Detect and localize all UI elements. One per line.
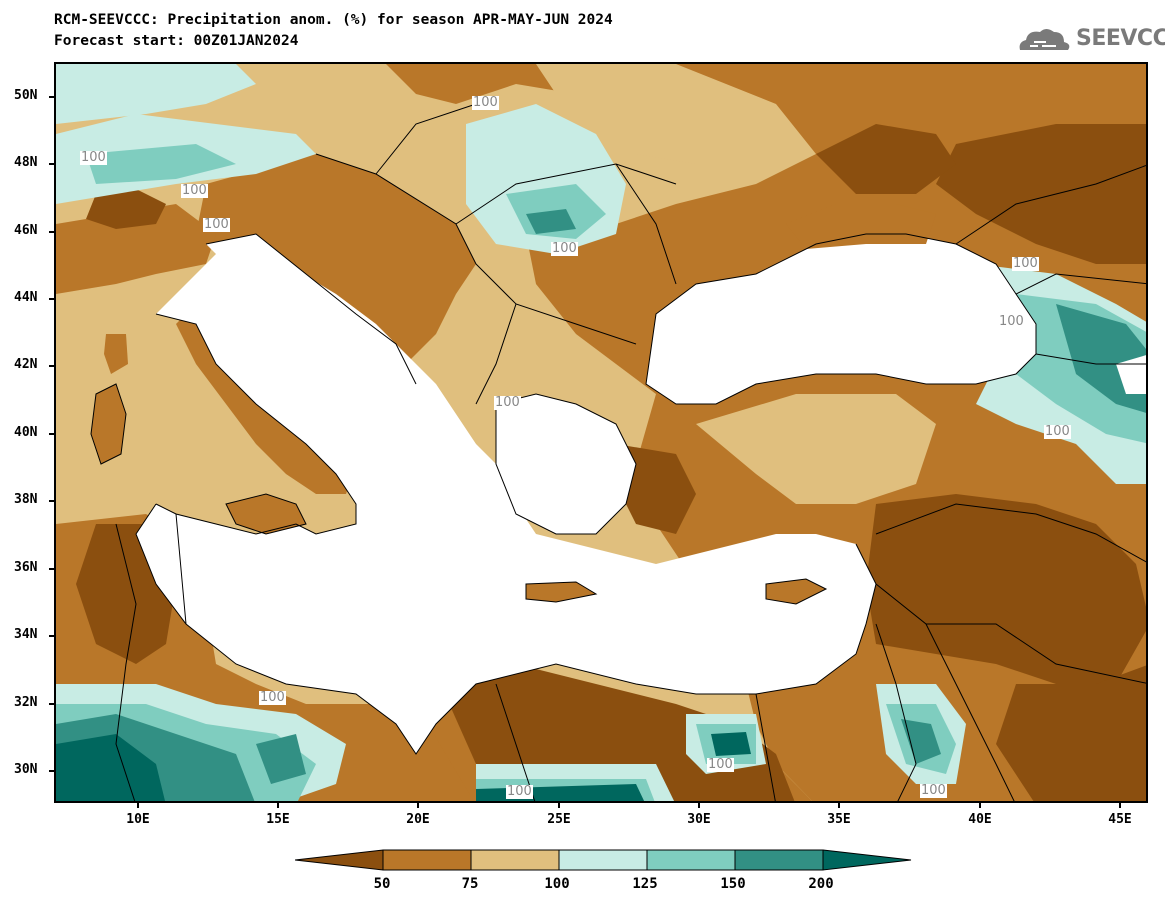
contour-label-100: 100 [80, 150, 107, 165]
legend-swatch [382, 849, 472, 871]
precip-anomaly-map [56, 64, 1146, 801]
lat-label-50n: 50N [14, 88, 38, 103]
wet-region-north-poland [56, 64, 256, 124]
lon-tick [137, 803, 139, 808]
dry-region-france [56, 204, 216, 294]
legend-swatch [558, 849, 648, 871]
lon-label-45e: 45E [1108, 812, 1132, 827]
aegean-sea [496, 394, 636, 534]
contour-label-100: 100 [1012, 256, 1039, 271]
lon-label-25e: 25E [547, 812, 571, 827]
lat-label-46n: 46N [14, 223, 38, 238]
extreme-wet-region-cairo [711, 732, 751, 756]
legend-label-50: 50 [373, 876, 391, 892]
very-dry-region-alps [86, 189, 166, 229]
map-canvas [54, 62, 1148, 803]
cloud-logo-icon [1019, 29, 1070, 50]
adriatic-sea [206, 234, 416, 394]
lon-label-20e: 20E [406, 812, 430, 827]
contour-label-100: 100 [203, 217, 230, 232]
lat-tick [49, 163, 54, 165]
very-dry-region-ukraine [816, 124, 956, 194]
contour-label-100: 100 [506, 784, 533, 799]
lat-tick [49, 298, 54, 300]
crimea [786, 204, 936, 249]
lat-tick [49, 231, 54, 233]
contour-label-100: 100 [707, 757, 734, 772]
lat-label-44n: 44N [14, 290, 38, 305]
lon-tick [277, 803, 279, 808]
lat-label-42n: 42N [14, 357, 38, 372]
lon-tick [1119, 803, 1121, 808]
legend-swatch [470, 849, 560, 871]
mediterranean-sea [136, 244, 876, 754]
contour-label-100: 100 [920, 783, 947, 798]
forecast-start-label: Forecast start: 00Z01JAN2024 [54, 33, 299, 49]
lat-label-40n: 40N [14, 425, 38, 440]
contour-label-100: 100 [998, 314, 1025, 329]
lat-tick [49, 635, 54, 637]
very-dry-region-syria [866, 494, 1146, 684]
near-normal-turkey [696, 394, 936, 504]
dry-region-balkans [196, 154, 476, 414]
lon-label-30e: 30E [687, 812, 711, 827]
lat-tick [49, 703, 54, 705]
very-wet-region-jordan [901, 719, 941, 764]
borders [90, 103, 1146, 801]
lat-label-34n: 34N [14, 627, 38, 642]
legend-swatch [822, 849, 912, 871]
lon-tick [558, 803, 560, 808]
legend-label-75: 75 [461, 876, 479, 892]
legend-colorbar [295, 849, 912, 871]
lat-label-32n: 32N [14, 695, 38, 710]
lat-tick [49, 568, 54, 570]
lat-tick [49, 96, 54, 98]
contour-label-100: 100 [259, 690, 286, 705]
lat-label-38n: 38N [14, 492, 38, 507]
cyprus [766, 579, 826, 604]
lon-tick [417, 803, 419, 808]
caspian-sea [1116, 355, 1146, 394]
legend-label-125: 125 [632, 876, 658, 892]
lat-tick [49, 365, 54, 367]
legend-label-200: 200 [808, 876, 834, 892]
lat-label-36n: 36N [14, 560, 38, 575]
very-dry-region-turkey-west [616, 444, 696, 534]
very-dry-region-south-russia [936, 124, 1146, 264]
lat-tick [49, 433, 54, 435]
very-wet-region-tripoli [256, 734, 306, 784]
legend-swatch [646, 849, 736, 871]
lon-tick [698, 803, 700, 808]
legend-label-100: 100 [544, 876, 570, 892]
contour-label-100: 100 [472, 95, 499, 110]
lat-tick [49, 500, 54, 502]
very-dry-region-iraq [996, 665, 1146, 801]
lat-label-30n: 30N [14, 762, 38, 777]
map-title: RCM-SEEVCCC: Precipitation anom. (%) for… [54, 12, 613, 28]
extreme-wet-region-libya [56, 734, 166, 801]
legend-swatch [295, 849, 384, 871]
wetter-region-alps [86, 144, 236, 184]
contour-label-100: 100 [494, 395, 521, 410]
very-wet-region-romania [526, 209, 576, 234]
near-normal-north [536, 64, 756, 174]
lon-label-40e: 40E [968, 812, 992, 827]
contour-label-100: 100 [551, 241, 578, 256]
contour-label-100: 100 [181, 183, 208, 198]
seevccc-logo-text: SEEVCCC [1076, 26, 1165, 51]
lon-label-10e: 10E [126, 812, 150, 827]
lon-label-35e: 35E [827, 812, 851, 827]
contour-label-100: 100 [1044, 424, 1071, 439]
legend-swatch [734, 849, 824, 871]
corsica [104, 334, 128, 374]
lat-label-48n: 48N [14, 155, 38, 170]
lon-tick [979, 803, 981, 808]
lon-label-15e: 15E [266, 812, 290, 827]
sardinia [91, 384, 126, 464]
lon-tick [838, 803, 840, 808]
legend-label-150: 150 [720, 876, 746, 892]
lat-tick [49, 770, 54, 772]
sicily [226, 494, 306, 534]
